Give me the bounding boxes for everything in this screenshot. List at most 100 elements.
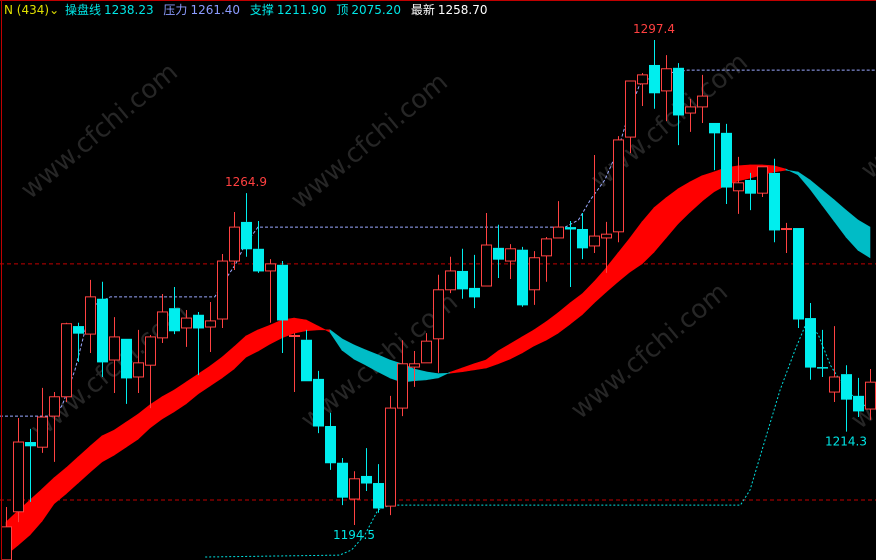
candle[interactable] [385,395,396,516]
resistance-label: 压力 [163,3,188,17]
candle[interactable] [97,281,108,377]
candle[interactable] [121,338,132,404]
candle-body-up [661,68,672,92]
candle[interactable] [61,322,72,402]
candle[interactable] [277,261,288,353]
candle[interactable] [769,158,780,243]
candle[interactable] [637,72,648,106]
candle[interactable] [529,251,540,305]
candle[interactable] [337,458,348,506]
indicator-selector[interactable]: N (434)⌄ [4,3,59,17]
ribbon-segment [221,346,235,379]
candle[interactable] [517,246,528,307]
candle[interactable] [133,329,144,394]
candle[interactable] [157,294,168,344]
candle[interactable] [577,212,588,260]
candle[interactable] [757,166,768,197]
candle[interactable] [349,471,360,525]
candle[interactable] [709,122,720,171]
ribbon-segment [125,413,139,448]
candle-body-up [1,526,12,560]
candle[interactable] [361,448,372,492]
candle-body-down [805,318,816,368]
candle[interactable] [661,55,672,122]
candle-body-down [721,132,732,188]
ribbon-segment [341,338,355,360]
candle[interactable] [409,351,420,387]
candle[interactable] [145,335,156,409]
ribbon-segment [173,381,187,413]
candle[interactable] [505,244,516,279]
candle[interactable] [481,212,492,287]
candle-body-down [361,475,372,484]
candle[interactable] [685,98,696,132]
candle[interactable] [289,333,300,393]
candle-body-up [865,381,876,410]
candle-body-up [613,139,624,233]
ribbon-segment [89,435,103,473]
ribbon-segment [149,396,163,429]
candle[interactable] [313,370,324,434]
candle[interactable] [397,340,408,417]
candle[interactable] [589,154,600,254]
candle[interactable] [421,333,432,364]
candle[interactable] [841,365,852,432]
candle[interactable] [697,74,708,123]
candle[interactable] [613,136,624,243]
candle[interactable] [853,377,864,418]
candle[interactable] [541,237,552,282]
candle-body-up [61,323,72,398]
candle[interactable] [457,248,468,299]
candle[interactable] [229,212,240,270]
candle[interactable] [109,317,120,394]
candle[interactable] [493,224,504,279]
high-price-label: 1264.9 [225,175,267,189]
candle[interactable] [553,201,564,239]
candle[interactable] [265,259,276,323]
candle-body-up [397,363,408,409]
candle[interactable] [181,310,192,347]
candle[interactable] [733,156,744,214]
candle[interactable] [37,387,48,453]
candle[interactable] [13,417,24,523]
candle[interactable] [829,326,840,402]
candle[interactable] [85,279,96,353]
candle[interactable] [217,253,228,328]
watermark-text: www.cfchi.com [25,297,194,445]
candle[interactable] [325,412,336,470]
candle[interactable] [625,80,636,154]
candle[interactable] [781,222,792,254]
candle-body-up [733,182,744,192]
candle[interactable] [805,302,816,380]
candle[interactable] [649,40,660,109]
trade-line-label: 操盘线 [64,3,101,17]
candle[interactable] [673,63,684,146]
candle[interactable] [445,256,456,294]
candle[interactable] [169,286,180,335]
candle-body-down [745,179,756,194]
ribbon-segment [245,329,259,358]
candle[interactable] [253,220,264,273]
candle[interactable] [301,329,312,382]
candle[interactable] [49,392,60,462]
candle[interactable] [817,329,828,377]
ribbon-segment [77,445,91,484]
candle[interactable] [25,428,36,502]
candle[interactable] [373,464,384,513]
chevron-down-icon[interactable]: ⌄ [49,3,60,17]
candle[interactable] [205,302,216,353]
candle[interactable] [433,274,444,373]
candle[interactable] [565,220,576,287]
candle[interactable] [193,311,204,376]
candle[interactable] [793,228,804,328]
candle[interactable] [73,322,84,362]
candle[interactable] [469,254,480,309]
ribbon-segment [425,371,439,381]
candle[interactable] [601,221,612,273]
candle[interactable] [241,193,252,257]
candle[interactable] [1,507,12,560]
candle[interactable] [721,123,732,205]
candle[interactable] [745,172,756,211]
candle-body-down [277,264,288,321]
